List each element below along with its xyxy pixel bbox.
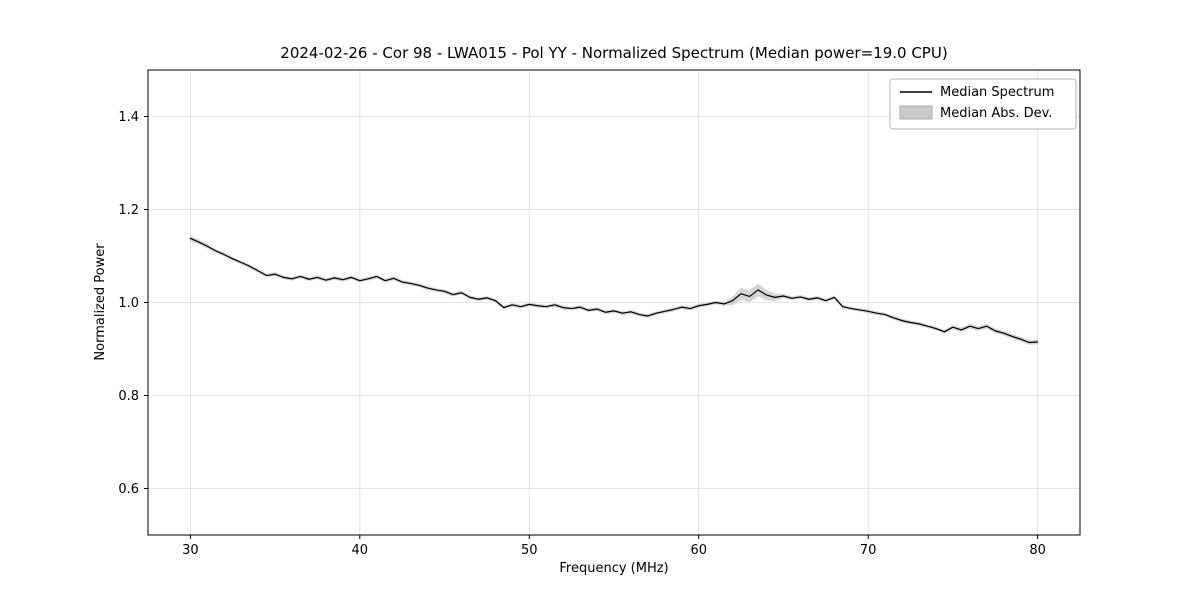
legend-box bbox=[889, 78, 1077, 130]
legend-label-median-abs-dev: Median Abs. Dev. bbox=[940, 106, 1052, 121]
x-tick-label: 70 bbox=[860, 543, 877, 558]
legend-label-median-spectrum: Median Spectrum bbox=[940, 85, 1054, 100]
legend-band-sample bbox=[899, 105, 933, 120]
y-tick-label: 0.6 bbox=[118, 482, 139, 497]
mad-band bbox=[190, 235, 1038, 345]
tick-labels: 30 40 50 60 70 80 0.6 0.8 1.0 1.2 1.4 bbox=[118, 110, 1046, 558]
x-tick-label: 30 bbox=[182, 543, 199, 558]
axis-ticks bbox=[144, 116, 1039, 539]
x-tick-label: 40 bbox=[352, 543, 369, 558]
y-tick-label: 1.4 bbox=[118, 110, 139, 125]
x-tick-label: 50 bbox=[521, 543, 538, 558]
chart-title: 2024-02-26 - Cor 98 - LWA015 - Pol YY - … bbox=[280, 44, 947, 62]
y-tick-label: 0.8 bbox=[118, 389, 139, 404]
y-tick-label: 1.0 bbox=[118, 296, 139, 311]
x-tick-label: 80 bbox=[1029, 543, 1046, 558]
median-spectrum-line bbox=[189, 237, 1039, 344]
x-tick-label: 60 bbox=[690, 543, 707, 558]
x-axis-label: Frequency (MHz) bbox=[559, 561, 668, 576]
y-axis-label: Normalized Power bbox=[93, 243, 108, 361]
y-tick-label: 1.2 bbox=[118, 203, 139, 218]
grid-lines bbox=[148, 70, 1080, 535]
legend: Median Spectrum Median Abs. Dev. bbox=[889, 78, 1077, 130]
